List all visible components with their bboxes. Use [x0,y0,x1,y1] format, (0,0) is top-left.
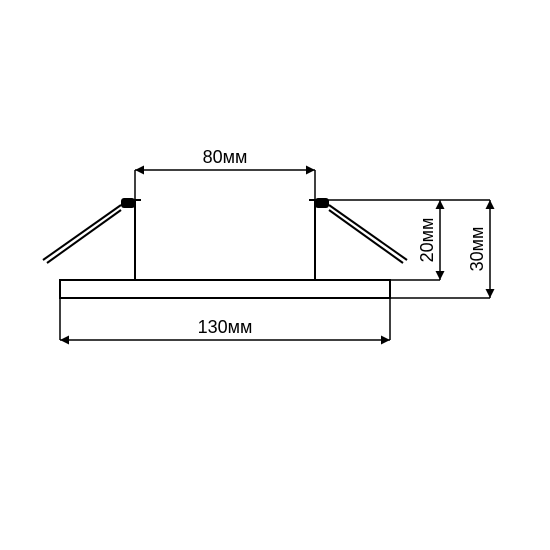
technical-drawing: 80мм 130мм 20мм 30мм [0,0,550,550]
svg-text:80мм: 80мм [203,147,248,167]
dimension-width-130: 130мм [60,298,390,345]
svg-text:130мм: 130мм [198,317,253,337]
dimension-height-30: 30мм [390,200,495,298]
product-outline [43,198,407,298]
svg-text:20мм: 20мм [417,218,437,263]
svg-text:30мм: 30мм [467,227,487,272]
dimension-width-80: 80мм [135,147,315,200]
